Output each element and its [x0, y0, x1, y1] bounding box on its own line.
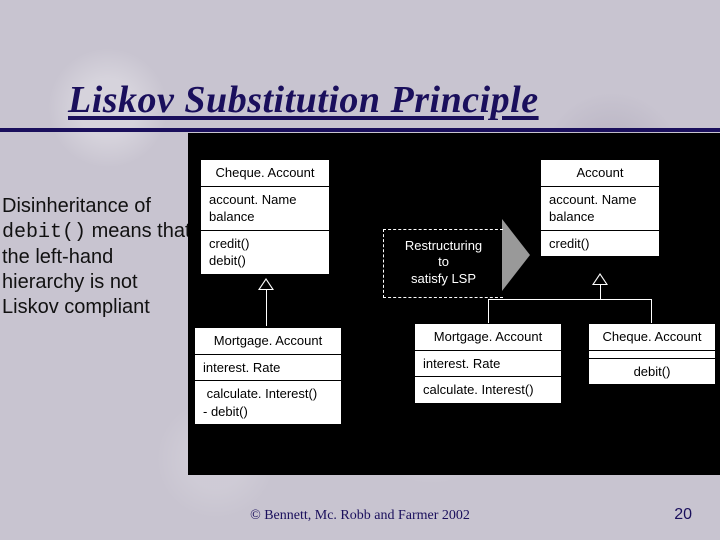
diagram-panel: Cheque. Account account. Name balance cr… [188, 133, 720, 475]
slide-title: Liskov Substitution Principle [68, 78, 539, 122]
generalization-head-right [592, 273, 608, 285]
class-name: Account [541, 160, 659, 187]
uml-cheque-account-left: Cheque. Account account. Name balance cr… [200, 159, 330, 275]
class-name: Mortgage. Account [195, 328, 341, 355]
footer-credit: © Bennett, Mc. Robb and Farmer 2002 [0, 508, 720, 524]
restructuring-note: Restructuring to satisfy LSP [383, 229, 503, 298]
class-name: Mortgage. Account [415, 324, 561, 351]
class-ops: debit() [589, 359, 715, 385]
class-attrs: account. Name balance [541, 187, 659, 231]
class-ops: credit() [541, 231, 659, 257]
desc-code: debit() [2, 221, 86, 244]
class-attrs-empty [589, 351, 715, 359]
gen-line-trunk [600, 285, 601, 299]
note-line3: satisfy LSP [388, 271, 499, 287]
class-name: Cheque. Account [201, 160, 329, 187]
uml-account: Account account. Name balance credit() [540, 159, 660, 257]
class-name: Cheque. Account [589, 324, 715, 351]
class-attrs: interest. Rate [195, 355, 341, 382]
class-attrs: interest. Rate [415, 351, 561, 378]
uml-cheque-account-right: Cheque. Account debit() [588, 323, 716, 385]
gen-line-to-mortgage [488, 299, 489, 323]
uml-mortgage-account-left: Mortgage. Account interest. Rate calcula… [194, 327, 342, 425]
generalization-head-left [258, 278, 274, 290]
gen-line-bar [488, 299, 652, 300]
note-line2: to [388, 254, 499, 270]
uml-mortgage-account-right: Mortgage. Account interest. Rate calcula… [414, 323, 562, 404]
page-number: 20 [674, 506, 692, 524]
big-arrow-icon [502, 219, 530, 291]
gen-line-to-cheque [651, 299, 652, 323]
note-line1: Restructuring [388, 238, 499, 254]
generalization-line-left [266, 290, 267, 326]
class-ops: calculate. Interest() - debit() [195, 381, 341, 424]
class-ops: calculate. Interest() [415, 377, 561, 403]
description-text: Disinheritance of debit() means that the… [2, 194, 192, 320]
class-attrs: account. Name balance [201, 187, 329, 231]
class-ops: credit() debit() [201, 231, 329, 274]
title-rule [0, 128, 720, 132]
desc-part1: Disinheritance of [2, 195, 151, 217]
